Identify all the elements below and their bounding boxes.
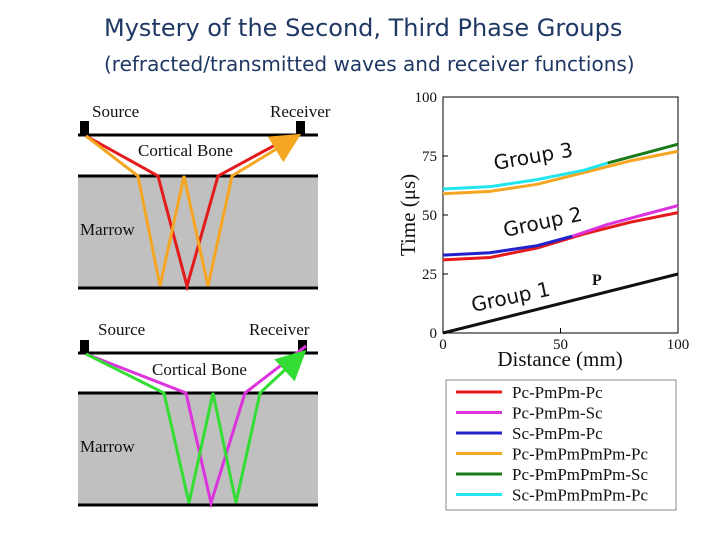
top-ray-orange — [85, 133, 302, 287]
bottom-diagram-group: Source Receiver Cortical Bone Marrow — [78, 320, 318, 509]
legend-box — [445, 379, 677, 511]
legend-label: Pc-PmPm-Pc — [512, 383, 603, 402]
slide-title: Mystery of the Second, Third Phase Group… — [104, 14, 623, 42]
legend-label: Pc-PmPmPmPm-Sc — [512, 465, 648, 484]
y-tick-label: 0 — [430, 326, 438, 342]
series-line-sc-pmpmpmpm-pc — [442, 161, 608, 191]
top-diagram-group: Source Receiver Cortical Bone Marrow — [78, 102, 331, 292]
legend-label: Sc-PmPmPmPm-Pc — [512, 486, 648, 505]
x-tick-label: 100 — [667, 337, 690, 353]
x-tick-label: 50 — [553, 337, 568, 353]
bottom-source-label: Source — [98, 320, 145, 339]
top-marrow-label: Marrow — [80, 220, 135, 239]
series-line-p — [442, 272, 679, 335]
bottom-marrow-label: Marrow — [80, 437, 135, 456]
top-ray-red — [85, 134, 291, 292]
bottom-ray-green — [85, 349, 307, 504]
bottom-receiver-block — [298, 340, 307, 353]
top-marrow-region — [78, 176, 318, 288]
series-line-pc-pmpm-pc — [442, 211, 679, 262]
top-source-block — [80, 121, 89, 134]
legend-label: Sc-PmPm-Pc — [512, 424, 603, 443]
bottom-ray-magenta — [85, 344, 307, 509]
top-receiver-label: Receiver — [270, 102, 331, 121]
legend-label: Pc-PmPmPmPm-Pc — [512, 445, 648, 464]
series-line-sc-pmpm-pc — [442, 234, 573, 257]
x-tick-label: 0 — [439, 337, 447, 353]
y-tick-label: 100 — [415, 90, 438, 106]
bottom-source-block — [80, 340, 89, 353]
bottom-cortical-label: Cortical Bone — [152, 360, 247, 379]
legend-label: Pc-PmPm-Sc — [512, 404, 603, 423]
top-cortical-label: Cortical Bone — [138, 141, 233, 160]
x-axis-label: Distance (mm) — [497, 347, 622, 371]
series-line-pc-pmpmpmpm-pc — [442, 149, 679, 196]
y-tick-label: 25 — [422, 267, 437, 283]
slide-subtitle: (refracted/transmitted waves and receive… — [104, 52, 635, 76]
y-tick-label: 75 — [422, 149, 437, 165]
top-receiver-block — [296, 121, 305, 134]
group-3-label: Group 3 — [492, 137, 575, 175]
top-source-label: Source — [92, 102, 139, 121]
y-axis-label: Time (μs) — [396, 174, 420, 256]
series-line-pc-pmpmpmpm-sc — [607, 142, 679, 165]
y-tick-label: 50 — [422, 208, 437, 224]
bottom-receiver-label: Receiver — [249, 320, 310, 339]
group-1-label: Group 1 — [469, 277, 552, 317]
series-line-pc-pmpm-sc — [571, 204, 679, 238]
p-label: P — [592, 272, 602, 289]
